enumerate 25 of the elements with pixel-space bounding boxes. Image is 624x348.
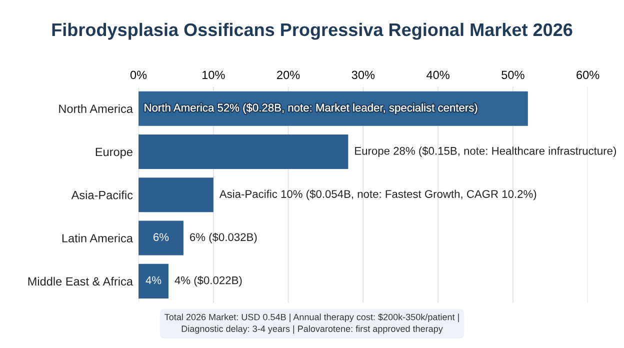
x-tick-label: 50%	[502, 70, 524, 80]
y-tick-label: North America	[59, 104, 133, 113]
annotation: 6%	[154, 233, 169, 242]
x-tick-label: 30%	[352, 70, 375, 80]
data-label: North America 52% ($0.28B, note: Market leader, specialist centers)	[144, 103, 478, 114]
annotation: 4%	[146, 276, 162, 284]
x-tick-label: 0%	[130, 70, 147, 80]
x-tick-label: 40%	[426, 70, 450, 80]
x-tick-label: 10%	[202, 70, 225, 80]
bar	[138, 220, 184, 256]
data-label: Asia-Pacific 10% ($0.054B, note: Fastest Growth, CAGR 10.2%)	[219, 190, 536, 200]
y-tick-label: Middle East & Africa	[28, 276, 133, 286]
text: Total 2026 Market: USD 0.54B | Annual therapy cost: $200k-350k/patient | Diagnostic delay: 3-4 years | Palovarotene: first approved therapy	[164, 313, 459, 334]
y-tick-label: Asia-Pacific	[71, 190, 133, 200]
data-label: 4% ($0.022B)	[174, 276, 242, 286]
data-label: Europe 28% ($0.15B, note: Healthcare infrastructure)	[355, 146, 616, 157]
y-tick-label: Latin America	[62, 234, 133, 242]
data-label: 6% ($0.032B)	[190, 232, 257, 244]
x-tick-label: 60%	[576, 70, 600, 80]
bar	[138, 264, 168, 298]
chart-title: Fibrodysplasia Ossificans Progressiva Regional Market 2026	[52, 22, 572, 40]
x-tick-label: 20%	[277, 70, 300, 80]
y-tick-label: Europe	[96, 148, 132, 158]
bar	[138, 178, 214, 212]
bar	[138, 134, 348, 169]
